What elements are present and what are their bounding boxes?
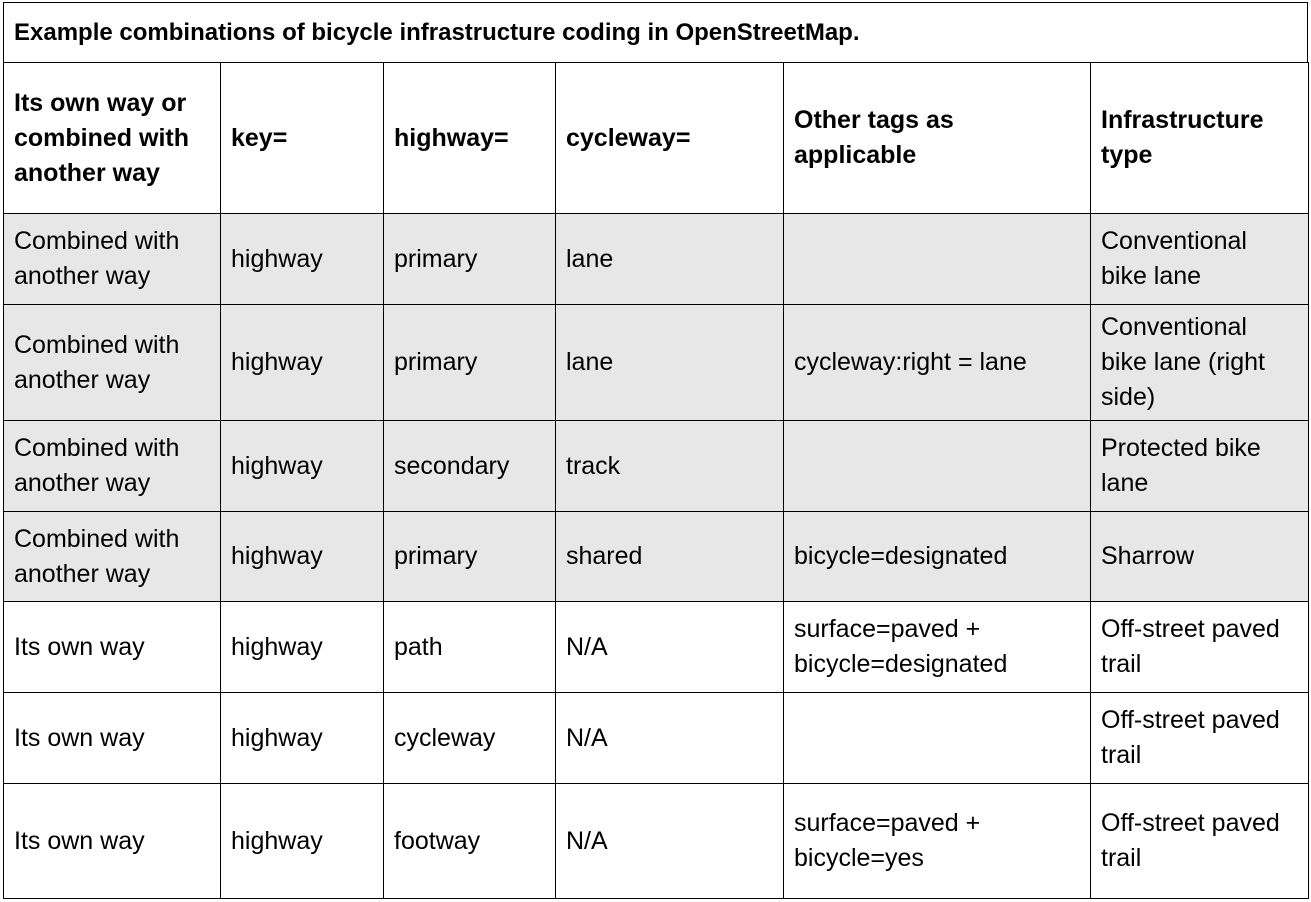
cell-infrastructure-type: Off-street paved trail: [1090, 692, 1309, 784]
cell-cycleway: N/A: [555, 601, 784, 693]
header-cycleway: cycleway=: [555, 62, 784, 214]
table-row: Its own way highway cycleway N/A Off-str…: [3, 692, 1309, 784]
cell-way-type: Combined with another way: [3, 420, 221, 512]
cell-highway: secondary: [383, 420, 556, 512]
cell-infrastructure-type: Conventional bike lane (right side): [1090, 304, 1309, 421]
cell-cycleway: track: [555, 420, 784, 512]
cell-way-type: Its own way: [3, 601, 221, 693]
cell-infrastructure-type: Off-street paved trail: [1090, 783, 1309, 899]
cell-cycleway: shared: [555, 511, 784, 602]
cell-way-type: Combined with another way: [3, 304, 221, 421]
cell-key: highway: [220, 601, 384, 693]
cell-highway: footway: [383, 783, 556, 899]
table-row: Its own way highway path N/A surface=pav…: [3, 601, 1309, 693]
cell-way-type: Its own way: [3, 783, 221, 899]
cell-highway: primary: [383, 213, 556, 305]
cell-highway: primary: [383, 511, 556, 602]
cell-other-tags: [783, 213, 1091, 305]
cell-highway: primary: [383, 304, 556, 421]
cell-infrastructure-type: Off-street paved trail: [1090, 601, 1309, 693]
cell-cycleway: lane: [555, 213, 784, 305]
header-way-type: Its own way or combined with another way: [3, 62, 221, 214]
cell-key: highway: [220, 213, 384, 305]
header-row: Its own way or combined with another way…: [3, 62, 1309, 214]
header-key: key=: [220, 62, 384, 214]
cell-cycleway: lane: [555, 304, 784, 421]
header-highway: highway=: [383, 62, 556, 214]
cell-way-type: Combined with another way: [3, 511, 221, 602]
cell-cycleway: N/A: [555, 783, 784, 899]
cell-highway: cycleway: [383, 692, 556, 784]
osm-coding-table: Its own way or combined with another way…: [3, 62, 1309, 899]
cell-other-tags: cycleway:right = lane: [783, 304, 1091, 421]
cell-other-tags: surface=paved + bicycle=designated: [783, 601, 1091, 693]
cell-key: highway: [220, 783, 384, 899]
cell-highway: path: [383, 601, 556, 693]
cell-key: highway: [220, 511, 384, 602]
cell-cycleway: N/A: [555, 692, 784, 784]
table-row: Its own way highway footway N/A surface=…: [3, 783, 1309, 899]
cell-other-tags: [783, 420, 1091, 512]
cell-infrastructure-type: Sharrow: [1090, 511, 1309, 602]
cell-other-tags: [783, 692, 1091, 784]
table-caption: Example combinations of bicycle infrastr…: [3, 2, 1308, 63]
cell-key: highway: [220, 304, 384, 421]
cell-other-tags: surface=paved + bicycle=yes: [783, 783, 1091, 899]
header-infrastructure-type: Infrastructure type: [1090, 62, 1309, 214]
cell-infrastructure-type: Protected bike lane: [1090, 420, 1309, 512]
cell-key: highway: [220, 420, 384, 512]
cell-way-type: Combined with another way: [3, 213, 221, 305]
cell-other-tags: bicycle=designated: [783, 511, 1091, 602]
table-row: Combined with another way highway primar…: [3, 213, 1309, 305]
table-row: Combined with another way highway second…: [3, 420, 1309, 512]
table-row: Combined with another way highway primar…: [3, 304, 1309, 421]
table-row: Combined with another way highway primar…: [3, 511, 1309, 602]
header-other-tags: Other tags as applicable: [783, 62, 1091, 214]
cell-key: highway: [220, 692, 384, 784]
cell-infrastructure-type: Conventional bike lane: [1090, 213, 1309, 305]
cell-way-type: Its own way: [3, 692, 221, 784]
